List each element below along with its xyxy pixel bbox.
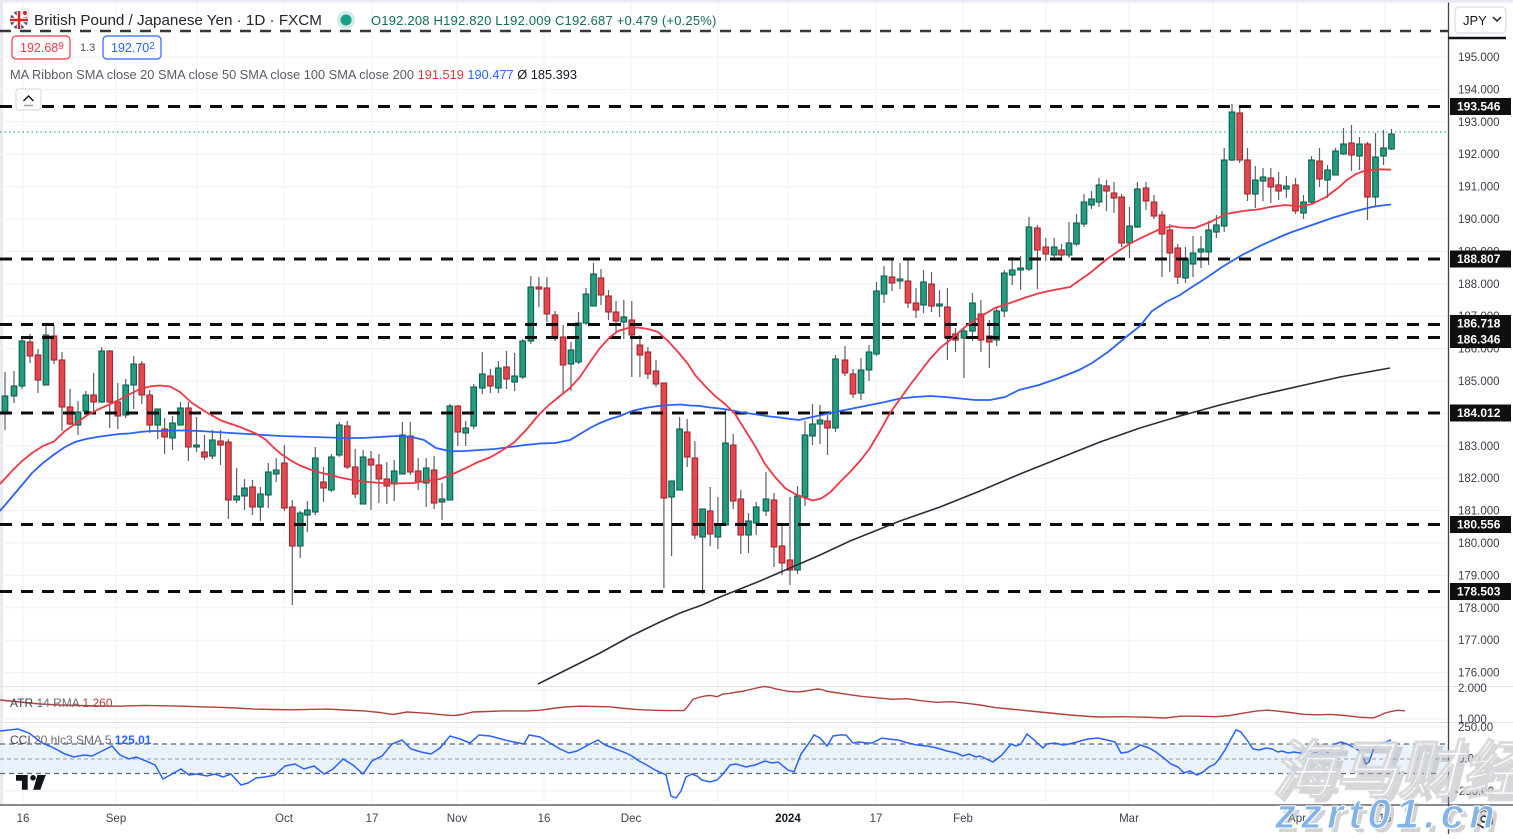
svg-text:British Pound / Japanese Yen ·: British Pound / Japanese Yen · 1D · FXCM xyxy=(34,12,322,29)
svg-text:186.718: 186.718 xyxy=(1457,317,1501,331)
svg-text:0.00: 0.00 xyxy=(1458,754,1480,766)
svg-text:186.346: 186.346 xyxy=(1457,333,1501,347)
svg-text:188.000: 188.000 xyxy=(1458,279,1500,291)
svg-text:192.702: 192.702 xyxy=(111,41,155,55)
svg-text:JPY: JPY xyxy=(1463,13,1487,28)
svg-text:Sep: Sep xyxy=(106,813,126,825)
svg-text:192.689: 192.689 xyxy=(20,41,64,55)
svg-text:16: 16 xyxy=(17,813,30,825)
svg-text:MA Ribbon SMA close 20 SMA clo: MA Ribbon SMA close 20 SMA close 50 SMA … xyxy=(10,67,577,82)
svg-text:181.000: 181.000 xyxy=(1458,506,1500,518)
svg-text:Apr: Apr xyxy=(1288,813,1306,825)
svg-text:-250.00: -250.00 xyxy=(1455,786,1494,798)
svg-text:176.000: 176.000 xyxy=(1458,668,1500,680)
svg-text:1.000: 1.000 xyxy=(1458,714,1487,726)
svg-text:16: 16 xyxy=(1379,813,1392,825)
svg-text:zzrt01.cn: zzrt01.cn xyxy=(1274,790,1500,834)
svg-text:182.000: 182.000 xyxy=(1458,473,1500,485)
svg-text:16: 16 xyxy=(538,813,551,825)
svg-text:海马财经: 海马财经 xyxy=(1277,741,1513,811)
svg-text:海马财经: 海马财经 xyxy=(1272,736,1513,806)
svg-text:180.556: 180.556 xyxy=(1457,518,1501,532)
svg-text:Nov: Nov xyxy=(447,813,468,825)
svg-text:191.000: 191.000 xyxy=(1458,182,1500,194)
svg-text:17: 17 xyxy=(870,813,883,825)
svg-text:177.000: 177.000 xyxy=(1458,635,1500,647)
svg-text:250.00: 250.00 xyxy=(1458,722,1493,734)
svg-text:ATR 14 RMA 1.260: ATR 14 RMA 1.260 xyxy=(10,696,113,710)
svg-text:188.807: 188.807 xyxy=(1457,252,1501,266)
svg-text:184.012: 184.012 xyxy=(1457,406,1501,420)
svg-text:Mar: Mar xyxy=(1119,813,1139,825)
svg-text:Oct: Oct xyxy=(275,813,294,825)
svg-text:195.000: 195.000 xyxy=(1458,52,1500,64)
svg-text:Dec: Dec xyxy=(621,813,642,825)
svg-text:180.000: 180.000 xyxy=(1458,538,1500,550)
svg-text:194.000: 194.000 xyxy=(1458,84,1500,96)
svg-text:2.000: 2.000 xyxy=(1458,683,1487,695)
svg-text:185.000: 185.000 xyxy=(1458,376,1500,388)
svg-text:17: 17 xyxy=(366,813,379,825)
svg-text:1.3: 1.3 xyxy=(80,42,95,54)
svg-text:183.000: 183.000 xyxy=(1458,441,1500,453)
svg-text:190.000: 190.000 xyxy=(1458,214,1500,226)
svg-text:193.546: 193.546 xyxy=(1457,100,1501,114)
svg-text:2024: 2024 xyxy=(775,813,801,825)
svg-text:Feb: Feb xyxy=(953,813,973,825)
svg-text:178.503: 178.503 xyxy=(1457,585,1501,599)
svg-text:zzrt01.cn: zzrt01.cn xyxy=(1278,794,1504,834)
svg-text:178.000: 178.000 xyxy=(1458,603,1500,615)
svg-text:CCI 20 hlc3 SMA 5 125.01: CCI 20 hlc3 SMA 5 125.01 xyxy=(10,733,152,747)
svg-text:192.000: 192.000 xyxy=(1458,149,1500,161)
svg-text:O192.208 H192.820 L192.009: O192.208 H192.820 L192.009 C192.687 +0.4… xyxy=(371,13,717,28)
svg-text:179.000: 179.000 xyxy=(1458,570,1500,582)
svg-text:193.000: 193.000 xyxy=(1458,117,1500,129)
